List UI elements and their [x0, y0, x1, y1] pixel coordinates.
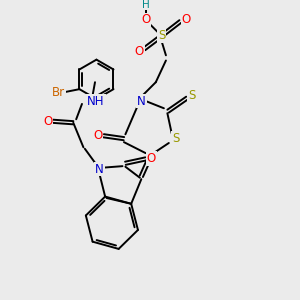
- Text: O: O: [147, 152, 156, 165]
- Text: S: S: [188, 89, 196, 102]
- Text: Br: Br: [52, 85, 65, 99]
- Text: O: O: [43, 115, 52, 128]
- Text: O: O: [141, 14, 150, 26]
- Text: H: H: [142, 0, 149, 10]
- Text: O: O: [93, 129, 103, 142]
- Text: S: S: [158, 29, 165, 42]
- Text: NH: NH: [87, 94, 105, 107]
- Text: S: S: [172, 132, 180, 145]
- Text: O: O: [182, 14, 191, 26]
- Text: N: N: [137, 94, 146, 107]
- Text: N: N: [95, 163, 104, 176]
- Text: O: O: [134, 45, 144, 58]
